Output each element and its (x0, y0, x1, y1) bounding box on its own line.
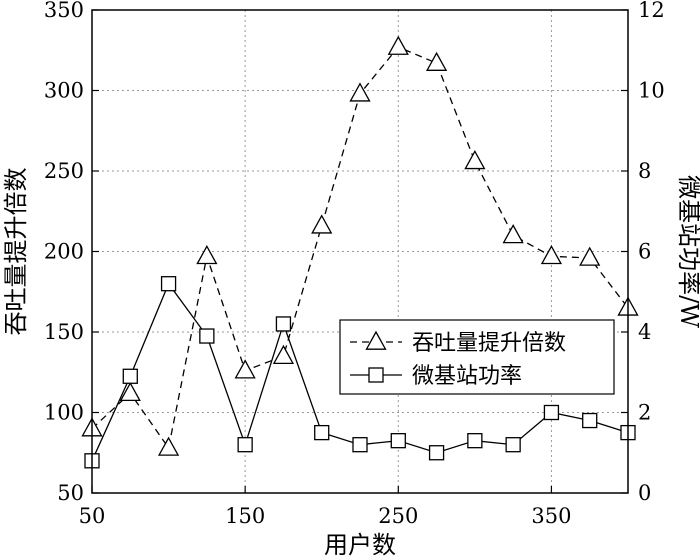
y-right-tick-label: 0 (638, 481, 651, 505)
data-point-triangle (579, 246, 601, 266)
ticks-layer: 50 150 250 350 50 100 150 200 250 300 350 0 2 4 6 8 10 12 (44, 0, 665, 528)
legend-marker-square (368, 367, 384, 383)
y-left-tick-label: 150 (44, 320, 84, 344)
y-left-axis-title: 吞吐量提升倍数 (2, 168, 30, 336)
data-point-square (122, 368, 138, 384)
data-point-triangle (272, 344, 295, 365)
legend-label-power: 微基站功率 (412, 364, 522, 389)
data-point-square (582, 412, 598, 429)
data-point-triangle (196, 244, 218, 265)
data-point-triangle (502, 224, 524, 244)
x-axis-title: 用户数 (324, 531, 396, 559)
data-point-triangle (349, 82, 371, 102)
data-point-square (237, 437, 253, 453)
data-point-square (352, 437, 368, 453)
y-left-tick-label: 200 (44, 240, 84, 264)
legend-box (339, 319, 615, 395)
data-point-triangle (119, 381, 141, 402)
y-right-tick-label: 12 (638, 0, 665, 22)
data-point-triangle (425, 51, 448, 71)
data-point-square (199, 328, 215, 344)
y-left-tick-label: 300 (44, 79, 84, 103)
y-left-tick-label: 50 (57, 481, 84, 505)
y-right-tick-label: 8 (638, 159, 651, 183)
data-point-triangle (311, 214, 333, 234)
data-point-square (428, 445, 445, 461)
data-point-triangle (234, 359, 256, 379)
data-point-square (467, 433, 483, 449)
legend-marker-triangle (365, 330, 387, 350)
x-tick-label: 250 (378, 504, 418, 528)
data-point-square (160, 276, 177, 292)
y-right-tick-label: 10 (638, 79, 665, 103)
data-point-square (505, 437, 521, 453)
data-point-triangle (157, 436, 180, 456)
y-left-tick-label: 250 (44, 159, 84, 183)
x-tick-label: 150 (225, 504, 265, 528)
series-layer (81, 35, 639, 469)
data-point-square (275, 316, 292, 332)
x-tick-label: 50 (79, 504, 106, 528)
y-right-tick-label: 2 (638, 401, 651, 425)
legend: 吞吐量提升倍数 微基站功率 (339, 319, 615, 395)
y-right-tick-label: 6 (638, 240, 651, 264)
y-right-axis-title: 微基站功率/W (675, 175, 700, 328)
data-point-square (390, 433, 406, 449)
data-point-square (314, 424, 330, 441)
y-right-tick-label: 4 (638, 320, 651, 344)
y-left-tick-label: 100 (44, 401, 84, 425)
legend-label-throughput: 吞吐量提升倍数 (412, 331, 566, 356)
data-point-triangle (387, 35, 409, 55)
x-tick-label: 350 (531, 504, 571, 528)
data-point-triangle (540, 244, 563, 265)
y-left-tick-label: 350 (44, 0, 84, 22)
data-point-square (543, 404, 560, 421)
data-point-triangle (464, 149, 486, 170)
